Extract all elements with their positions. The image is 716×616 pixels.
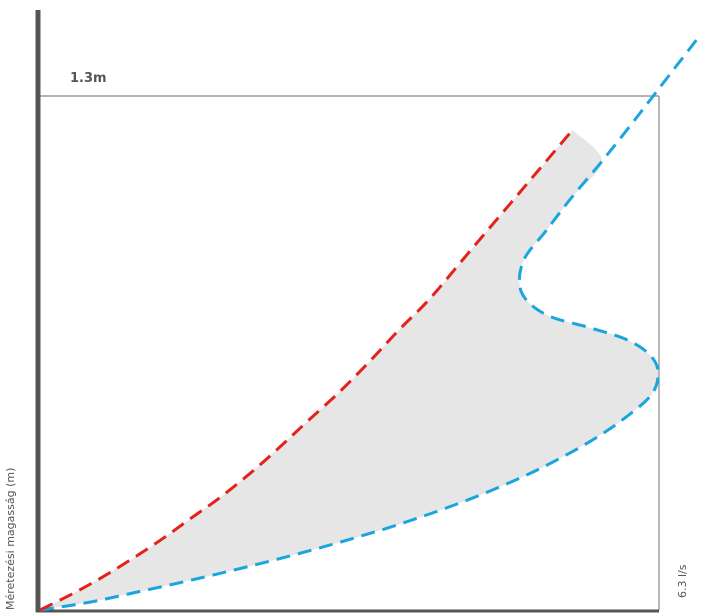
y-axis-label: Méretezési magasság (m) bbox=[4, 468, 17, 610]
series-lower-line bbox=[39, 36, 700, 612]
y-max-label: 1.3m bbox=[70, 71, 107, 86]
x-max-label: 6.3 l/s bbox=[676, 564, 689, 598]
series-upper-line bbox=[39, 129, 574, 612]
plot-layer bbox=[35, 10, 700, 613]
shaded-band bbox=[40, 130, 659, 610]
